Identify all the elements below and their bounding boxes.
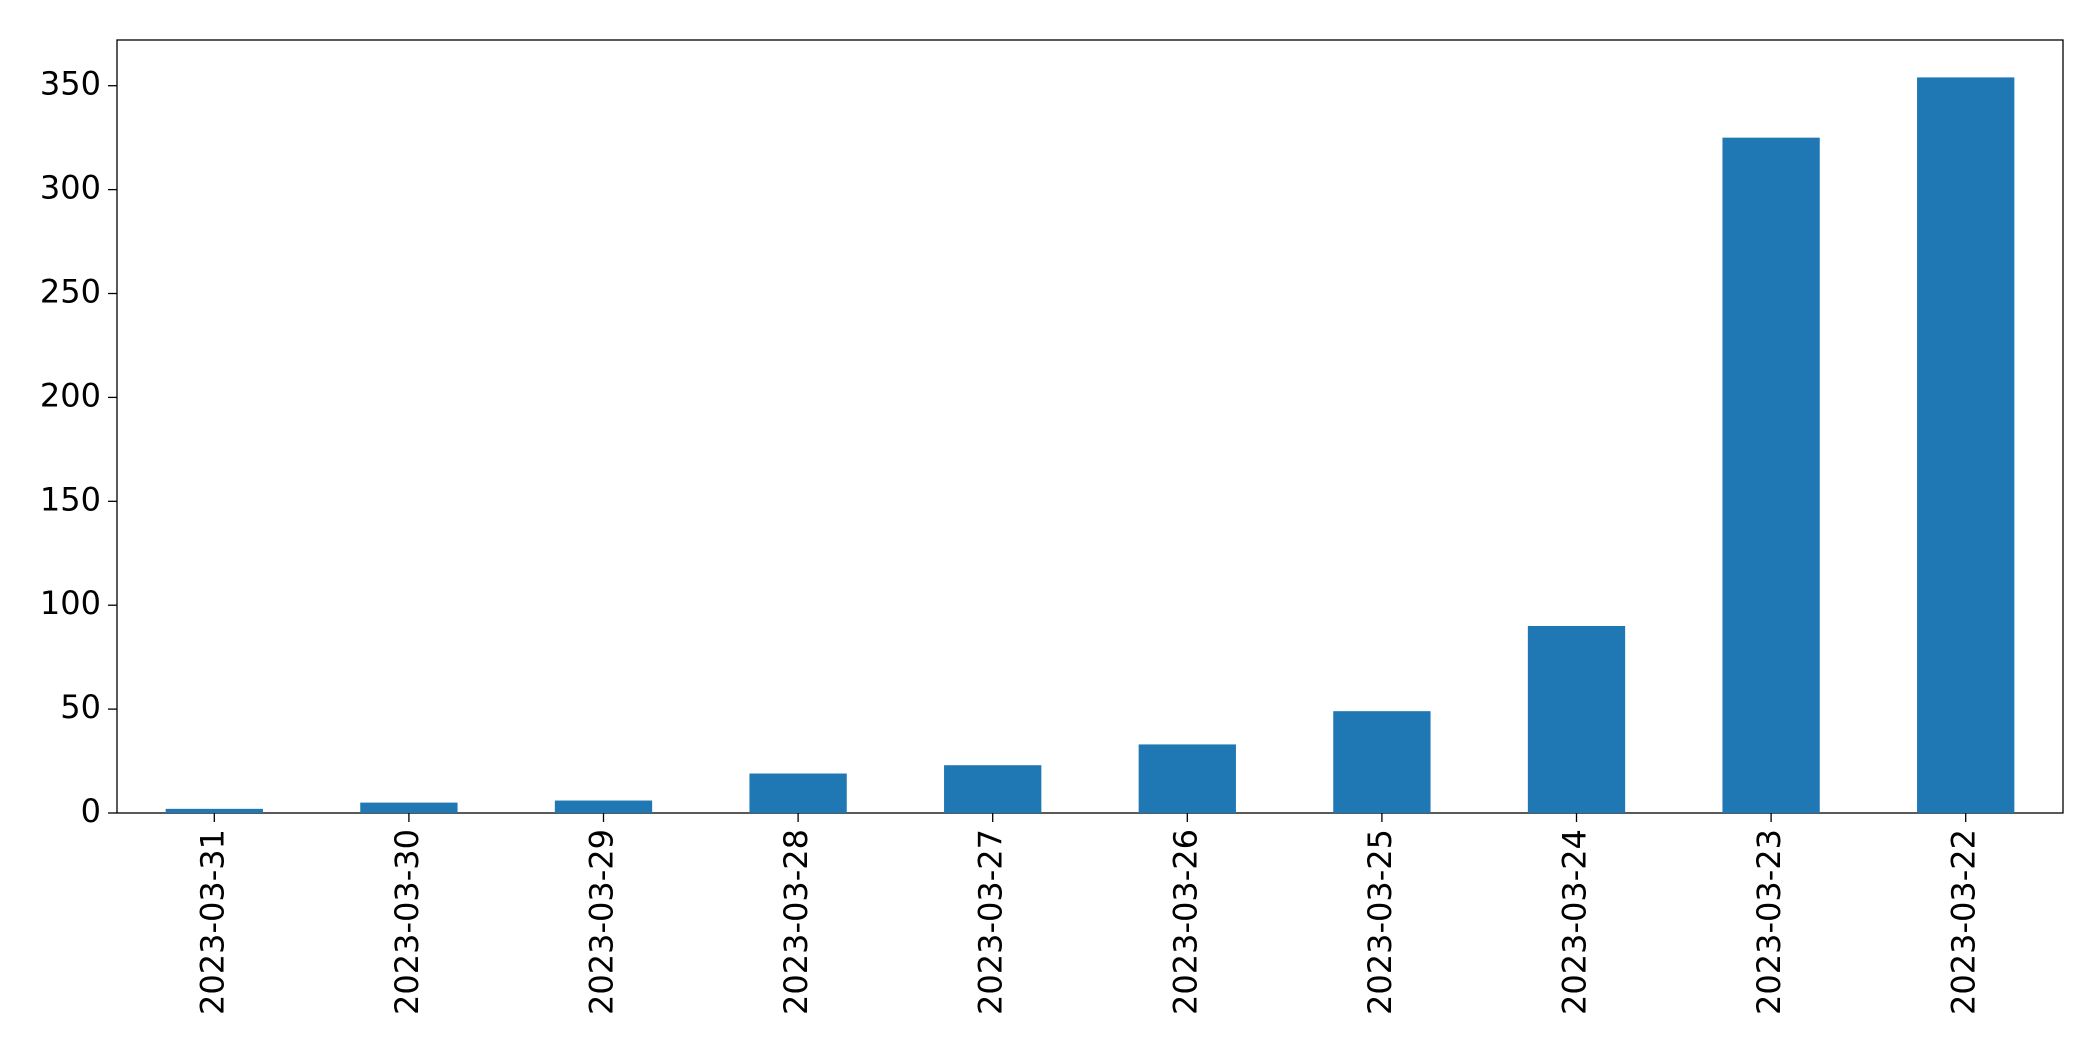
x-tick-label: 2023-03-26	[1166, 829, 1204, 1015]
bar	[1527, 625, 1626, 813]
bar	[1917, 77, 2015, 814]
x-tick-label: 2023-03-25	[1361, 829, 1399, 1015]
x-tick-label: 2023-03-31	[193, 829, 231, 1015]
y-tick-label: 100	[40, 584, 101, 622]
bar	[749, 773, 847, 813]
y-tick-label: 300	[40, 169, 101, 207]
bar	[1138, 744, 1236, 813]
bar	[1333, 711, 1431, 813]
axes-frame	[116, 39, 2064, 814]
y-tick-label: 200	[40, 376, 101, 414]
y-tick-label: 150	[40, 480, 101, 518]
x-tick-label: 2023-03-29	[583, 829, 621, 1015]
y-tick-label: 250	[40, 273, 101, 311]
bar	[554, 800, 653, 813]
y-tick-label: 350	[40, 65, 101, 103]
y-tick-label: 50	[60, 688, 101, 726]
x-tick-label: 2023-03-30	[388, 829, 426, 1015]
bar	[360, 802, 458, 813]
x-tick-label: 2023-03-23	[1750, 829, 1788, 1015]
y-tick-label: 0	[81, 792, 101, 830]
bar	[1722, 137, 1820, 814]
bar	[944, 765, 1042, 813]
x-tick-label: 2023-03-27	[972, 829, 1010, 1015]
x-tick-label: 2023-03-22	[1945, 829, 1983, 1015]
x-tick-label: 2023-03-24	[1556, 829, 1594, 1015]
x-tick-label: 2023-03-28	[777, 829, 815, 1015]
bar	[165, 808, 263, 813]
